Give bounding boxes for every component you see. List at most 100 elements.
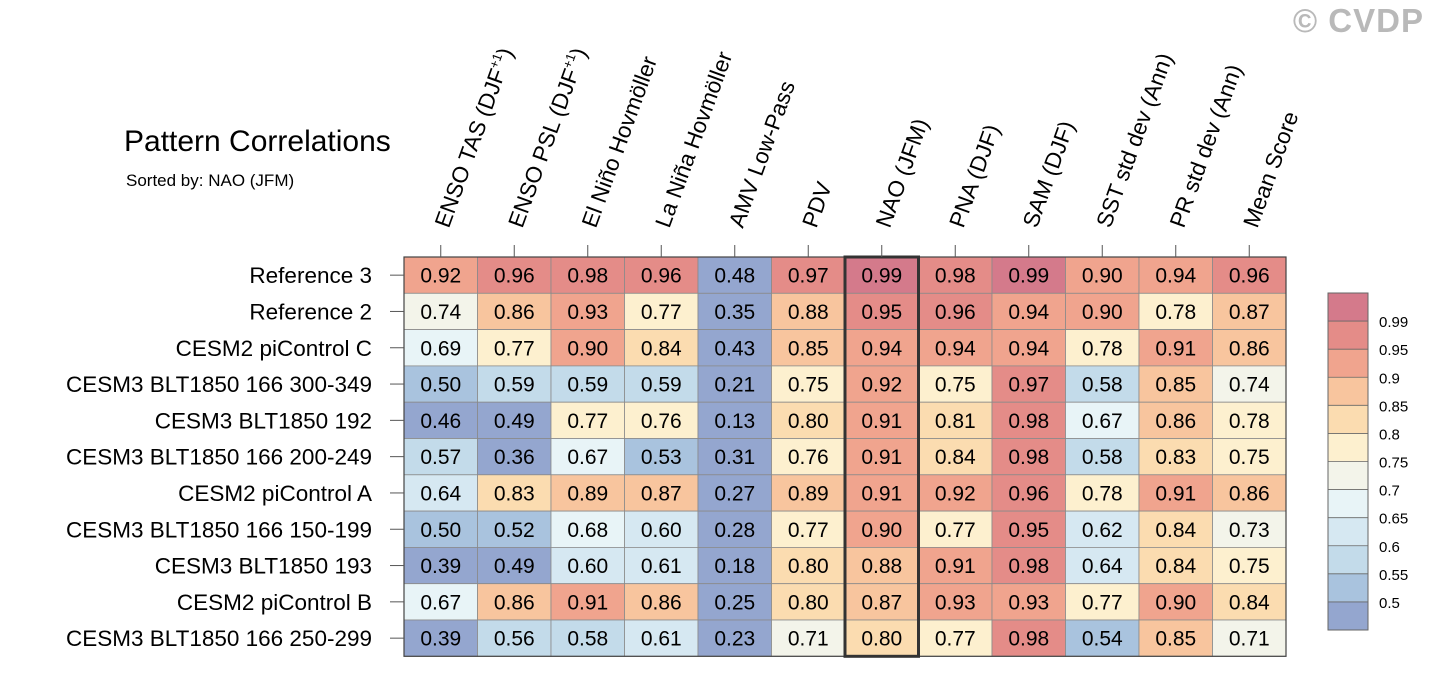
heatmap-cell (991, 438, 1066, 476)
cell-value-label: 0.61 (641, 555, 682, 578)
cell-value-label: 0.62 (1082, 519, 1123, 542)
colorbar-segment (1328, 321, 1368, 350)
cell-value-label: 0.88 (861, 555, 902, 578)
heatmap-cell (771, 583, 846, 621)
cell-value-label: 0.53 (641, 446, 682, 469)
heatmap-cell (1065, 401, 1140, 439)
cell-value-label: 0.96 (641, 265, 682, 288)
chart-title: Pattern Correlations (124, 125, 391, 158)
row-label: CESM3 BLT1850 166 200-249 (66, 445, 372, 470)
cell-value-label: 0.50 (420, 519, 461, 542)
cell-value-label: 0.60 (641, 519, 682, 542)
cell-value-label: 0.96 (1008, 482, 1049, 505)
heatmap-cell (1138, 510, 1213, 548)
heatmap-cell (1065, 583, 1140, 621)
cell-value-label: 0.87 (641, 482, 682, 505)
colorbar-segment (1328, 573, 1368, 602)
cell-value-label: 0.91 (1155, 482, 1196, 505)
heatmap-cell (697, 547, 772, 585)
heatmap-cell (1138, 365, 1213, 403)
colorbar-segment (1328, 601, 1368, 630)
heatmap-cell (624, 547, 699, 585)
heatmap-cell (1138, 292, 1213, 330)
heatmap-cell (1212, 547, 1287, 585)
cell-value-label: 0.43 (714, 337, 755, 360)
cell-value-label: 0.95 (861, 301, 902, 324)
column-label: SST std dev (Ann) (1091, 50, 1177, 231)
cell-value-label: 0.80 (788, 555, 829, 578)
colorbar-segment (1328, 433, 1368, 462)
column-label: PDV (797, 179, 836, 231)
heatmap-cell (477, 474, 552, 512)
row-label: CESM3 BLT1850 166 300-349 (66, 372, 372, 397)
cell-value-label: 0.50 (420, 374, 461, 397)
cell-value-label: 0.13 (714, 410, 755, 433)
heatmap-cell (1138, 401, 1213, 439)
heatmap-cell (477, 256, 552, 294)
heatmap-cell (771, 401, 846, 439)
heatmap-cell (918, 256, 993, 294)
heatmap-cell (771, 510, 846, 548)
cell-value-label: 0.89 (567, 482, 608, 505)
cell-value-label: 0.84 (1229, 591, 1270, 614)
heatmap-cell (403, 329, 478, 367)
colorbar-segment (1328, 293, 1368, 322)
cell-value-label: 0.77 (935, 519, 976, 542)
heatmap-cell (918, 510, 993, 548)
colorbar-segment (1328, 377, 1368, 406)
heatmap-cell (771, 365, 846, 403)
heatmap-cell (1065, 547, 1140, 585)
cell-value-label: 0.84 (935, 446, 976, 469)
heatmap-cell (1138, 547, 1213, 585)
cell-value-label: 0.93 (1008, 591, 1049, 614)
cell-value-label: 0.58 (1082, 374, 1123, 397)
cell-value-label: 0.59 (567, 374, 608, 397)
cell-value-label: 0.84 (1155, 555, 1196, 578)
cell-value-label: 0.84 (1155, 519, 1196, 542)
cell-value-label: 0.94 (1008, 337, 1049, 360)
row-label: CESM2 piControl A (178, 481, 372, 506)
cell-value-label: 0.99 (861, 265, 902, 288)
heatmap-cell (477, 438, 552, 476)
cell-value-label: 0.76 (641, 410, 682, 433)
heatmap-cell (844, 292, 919, 330)
heatmap-cell (1212, 510, 1287, 548)
heatmap-cell (550, 365, 625, 403)
heatmap-cell (624, 474, 699, 512)
heatmap-cell (844, 619, 919, 657)
heatmap-cell (771, 474, 846, 512)
cell-value-label: 0.91 (567, 591, 608, 614)
colorbar-label: 0.55 (1379, 567, 1408, 584)
column-label: La Niña Hovmöller (650, 48, 737, 231)
heatmap-cell (991, 292, 1066, 330)
cell-value-label: 0.83 (1155, 446, 1196, 469)
cell-value-label: 0.80 (861, 628, 902, 651)
heatmap-cell (1212, 619, 1287, 657)
cell-value-label: 0.99 (1008, 265, 1049, 288)
column-label: Mean Score (1238, 108, 1303, 231)
cell-value-label: 0.31 (714, 446, 755, 469)
cell-value-label: 0.93 (935, 591, 976, 614)
column-label: SAM (DJF) (1018, 118, 1080, 231)
heatmap-cell (477, 583, 552, 621)
cell-value-label: 0.28 (714, 519, 755, 542)
colorbar-segment (1328, 405, 1368, 434)
cell-value-label: 0.80 (788, 591, 829, 614)
cell-value-label: 0.91 (861, 482, 902, 505)
cell-value-label: 0.93 (567, 301, 608, 324)
heatmap-cell (697, 401, 772, 439)
cell-value-label: 0.61 (641, 628, 682, 651)
colorbar-segment (1328, 349, 1368, 378)
cell-value-label: 0.27 (714, 482, 755, 505)
row-label: CESM2 piControl C (176, 336, 372, 361)
cell-value-label: 0.91 (861, 410, 902, 433)
cell-value-label: 0.67 (567, 446, 608, 469)
cell-value-label: 0.78 (1155, 301, 1196, 324)
cell-value-label: 0.83 (494, 482, 535, 505)
heatmap-cell (1065, 474, 1140, 512)
cell-value-label: 0.78 (1229, 410, 1270, 433)
cell-value-label: 0.96 (494, 265, 535, 288)
cell-value-label: 0.73 (1229, 519, 1270, 542)
column-label: AMV Low-Pass (724, 78, 800, 231)
